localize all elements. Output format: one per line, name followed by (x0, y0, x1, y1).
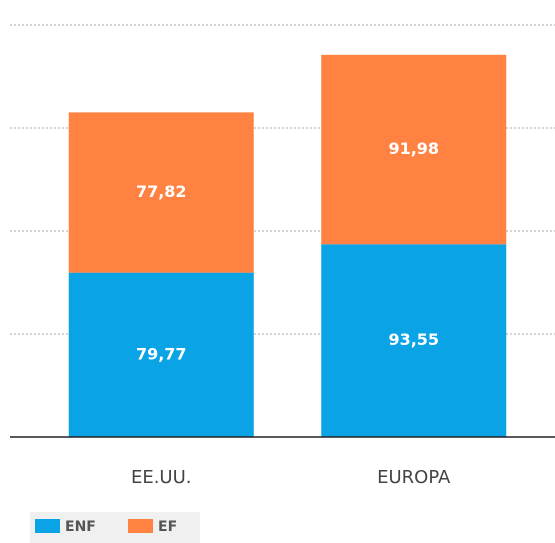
bar-segment (68, 112, 254, 273)
x-tick-label: EUROPA (377, 467, 451, 488)
x-tick-label: EE.UU. (131, 467, 192, 488)
legend-swatch (35, 519, 60, 533)
bar-segment (321, 54, 507, 245)
bar-segment (321, 244, 507, 437)
legend-label: ENF (65, 519, 96, 535)
legend-label: EF (158, 519, 177, 535)
bar-segment (68, 272, 254, 437)
legend-swatch (128, 519, 153, 533)
data-label: 93,55 (388, 330, 439, 349)
data-label: 79,77 (136, 344, 187, 363)
data-label: 91,98 (388, 139, 439, 158)
data-label: 77,82 (136, 182, 187, 201)
